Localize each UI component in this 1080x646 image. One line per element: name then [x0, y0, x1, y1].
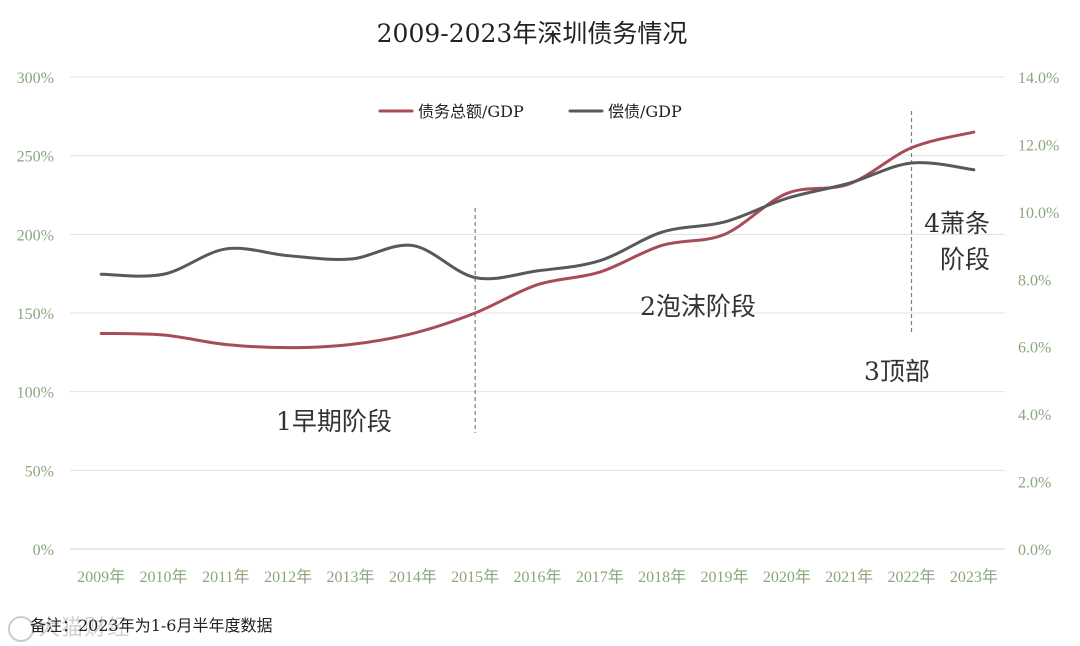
annotation-line: 4萧条 — [924, 209, 990, 238]
x-tick-label: 2013年 — [326, 568, 374, 586]
right-axis: 0.0% 2.0% 4.0% 6.0% 8.0% 10.0% 12.0% 14.0% — [1018, 70, 1059, 559]
x-tick-label: 2022年 — [887, 568, 935, 586]
x-axis: 2009年 2010年 2011年 2012年 2013年 2014年 2015年 2016年… — [77, 568, 998, 586]
legend: 债务总额/GDP 偿债/GDP — [378, 102, 682, 121]
right-tick-label: 6.0% — [1018, 340, 1051, 357]
right-tick-label: 10.0% — [1018, 205, 1059, 222]
x-tick-label: 2019年 — [700, 568, 748, 586]
x-tick-label: 2021年 — [825, 568, 873, 586]
x-tick-label: 2020年 — [763, 568, 811, 586]
right-tick-label: 8.0% — [1018, 272, 1051, 289]
left-tick-label: 250% — [17, 149, 54, 166]
phase-annotation: 2泡沫阶段 — [640, 292, 756, 321]
phase-annotation: 4萧条阶段 — [924, 209, 990, 274]
legend-label: 债务总额/GDP — [418, 102, 524, 121]
annotation-line: 3顶部 — [864, 357, 930, 386]
x-tick-label: 2023年 — [950, 568, 998, 586]
footnote: 备注：2023年为1-6月半年度数据 — [30, 616, 273, 635]
left-axis: 0% 50% 100% 150% 200% 250% 300% — [17, 70, 54, 559]
annotation-line: 阶段 — [940, 245, 990, 274]
phase-annotation: 1早期阶段 — [276, 407, 392, 436]
gridlines — [70, 76, 1005, 550]
series-line-1 — [99, 130, 976, 350]
x-tick-label: 2015年 — [451, 568, 499, 586]
x-tick-label: 2010年 — [139, 568, 187, 586]
left-tick-label: 100% — [17, 385, 54, 402]
left-tick-label: 300% — [17, 70, 54, 87]
x-tick-label: 2017年 — [576, 568, 624, 586]
x-tick-label: 2018年 — [638, 568, 686, 586]
annotation-line: 2泡沫阶段 — [640, 292, 756, 321]
annotation-line: 1早期阶段 — [276, 407, 392, 436]
right-tick-label: 2.0% — [1018, 475, 1051, 492]
x-tick-label: 2016年 — [513, 568, 561, 586]
phase-annotations: 1早期阶段 2泡沫阶段 3顶部 4萧条阶段 — [276, 209, 990, 436]
left-tick-label: 0% — [33, 542, 54, 559]
right-tick-label: 14.0% — [1018, 70, 1059, 87]
series-line-2 — [99, 161, 976, 281]
watermark-text: 大猫财经 — [38, 616, 131, 641]
x-tick-label: 2011年 — [202, 568, 249, 586]
x-tick-label: 2014年 — [389, 568, 437, 586]
chart-title: 2009-2023年深圳债务情况 — [377, 19, 688, 48]
watermark-logo-icon — [8, 616, 34, 642]
right-tick-label: 4.0% — [1018, 407, 1051, 424]
watermark: 大猫财经 — [8, 610, 130, 642]
left-tick-label: 150% — [17, 306, 54, 323]
phase-dividers — [474, 111, 913, 433]
left-tick-label: 200% — [17, 227, 54, 244]
x-tick-label: 2009年 — [77, 568, 125, 586]
phase-annotation: 3顶部 — [864, 357, 930, 386]
legend-label: 偿债/GDP — [608, 102, 682, 121]
series-lines — [99, 130, 976, 350]
right-tick-label: 0.0% — [1018, 542, 1051, 559]
right-tick-label: 12.0% — [1018, 137, 1059, 154]
x-tick-label: 2012年 — [264, 568, 312, 586]
left-tick-label: 50% — [25, 463, 54, 480]
